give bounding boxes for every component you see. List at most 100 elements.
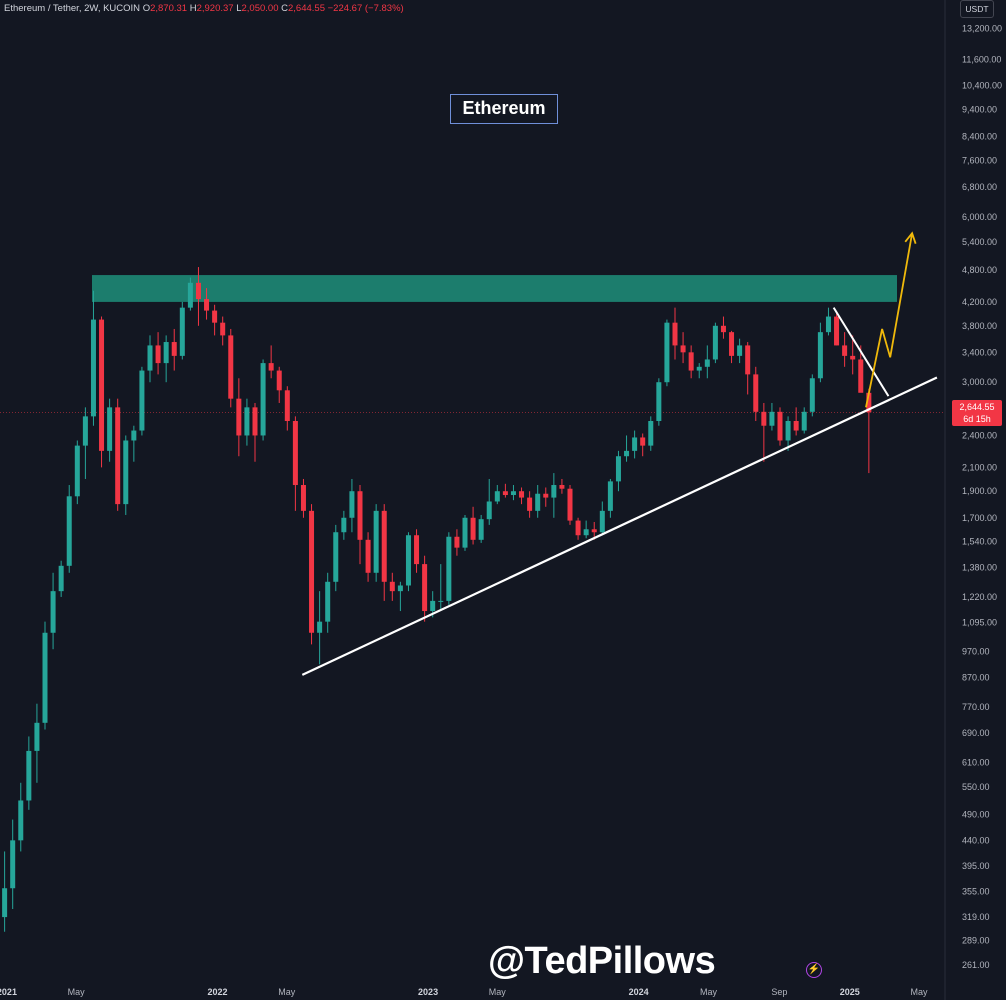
y-tick-label: 490.00 — [962, 810, 990, 820]
y-tick-label: 7,600.00 — [962, 155, 997, 165]
y-tick-label: 4,800.00 — [962, 265, 997, 275]
candle-body — [244, 407, 250, 436]
x-tick-label: May — [68, 987, 86, 997]
low-value: 2,050.00 — [241, 3, 279, 14]
x-tick-label: Sep — [771, 987, 787, 997]
y-tick-label: 319.00 — [962, 912, 990, 922]
candle-body — [607, 481, 613, 511]
candle-body — [672, 322, 678, 346]
y-tick-label: 1,380.00 — [962, 563, 997, 573]
lightning-icon[interactable]: ⚡ — [806, 962, 822, 978]
y-tick-label: 5,400.00 — [962, 237, 997, 247]
candle-body — [543, 493, 549, 498]
candle-body — [438, 600, 444, 602]
candle-body — [349, 491, 355, 518]
candle-body — [317, 621, 323, 633]
symbol-header: Ethereum / Tether, 2W, KUCOIN O2,870.31 … — [4, 3, 404, 14]
candle-body — [494, 491, 500, 502]
x-tick-label: May — [278, 987, 296, 997]
candle-body — [664, 322, 670, 383]
last-price-tag: 2,644.55 6d 15h — [952, 400, 1002, 426]
candle-body — [737, 345, 743, 356]
open-label: O — [142, 3, 151, 14]
x-tick-label: 2021 — [0, 987, 17, 997]
y-tick-label: 3,400.00 — [962, 347, 997, 357]
candle-body — [397, 585, 403, 592]
candle-body — [745, 345, 751, 375]
y-tick-label: 4,200.00 — [962, 297, 997, 307]
low-label: L — [236, 3, 242, 14]
y-tick-label: 870.00 — [962, 673, 990, 683]
candle-body — [74, 445, 80, 497]
candle-body — [66, 496, 72, 566]
y-tick-label: 970.00 — [962, 647, 990, 657]
change-value: −224.67 (−7.83%) — [327, 3, 404, 14]
candle-body — [284, 390, 290, 421]
candle-body — [147, 345, 153, 371]
candle-body — [519, 491, 525, 498]
candle-body — [373, 510, 379, 573]
candle-body — [785, 420, 791, 441]
y-tick-label: 8,400.00 — [962, 131, 997, 141]
candle-body — [470, 517, 476, 540]
candle-body — [753, 374, 759, 412]
candle-body — [357, 491, 363, 540]
last-price-value: 2,644.55 — [959, 402, 995, 412]
candle-body — [559, 485, 565, 489]
candle-body — [26, 750, 32, 801]
y-tick-label: 6,800.00 — [962, 182, 997, 192]
y-tick-label: 395.00 — [962, 861, 990, 871]
candle-body — [769, 411, 775, 426]
candle-body — [535, 493, 541, 511]
candle-body — [276, 370, 282, 391]
y-tick-label: 770.00 — [962, 702, 990, 712]
candle-body — [414, 535, 420, 565]
x-tick-label: 2022 — [207, 987, 227, 997]
candle-body — [365, 539, 371, 573]
y-tick-label: 10,400.00 — [962, 81, 1002, 91]
y-tick-label: 289.00 — [962, 936, 990, 946]
candle-body — [260, 363, 266, 436]
candle-body — [333, 532, 339, 582]
candle-body — [131, 430, 137, 441]
candle-body — [777, 411, 783, 441]
candle-body — [720, 325, 726, 333]
candle-body — [688, 352, 694, 371]
candle-body — [640, 437, 646, 446]
candle-body — [825, 316, 831, 333]
y-tick-label: 1,220.00 — [962, 592, 997, 602]
candle-body — [454, 536, 460, 548]
candle-body — [10, 840, 16, 889]
candle-body — [341, 517, 347, 533]
candle-body — [187, 282, 193, 308]
candle-body — [99, 319, 105, 451]
x-tick-label: May — [489, 987, 507, 997]
y-tick-label: 440.00 — [962, 835, 990, 845]
high-value: 2,920.37 — [196, 3, 234, 14]
resistance-zone — [92, 275, 897, 302]
y-tick-label: 6,000.00 — [962, 212, 997, 222]
y-tick-label: 1,095.00 — [962, 618, 997, 628]
candle-body — [462, 517, 468, 548]
candle-body — [171, 342, 177, 356]
y-tick-label: 1,540.00 — [962, 536, 997, 546]
chart-title: Ethereum — [450, 94, 558, 124]
x-tick-label: May — [700, 987, 718, 997]
candle-body — [793, 420, 799, 431]
candle-body — [2, 888, 8, 918]
x-tick-label: May — [911, 987, 929, 997]
candle-body — [204, 299, 210, 311]
candle-body — [139, 370, 145, 431]
candle-body — [478, 519, 484, 540]
candle-body — [446, 536, 452, 601]
candle-body — [292, 420, 298, 486]
y-tick-label: 1,900.00 — [962, 486, 997, 496]
open-value: 2,870.31 — [150, 3, 188, 14]
bar-countdown: 6d 15h — [963, 414, 991, 424]
y-tick-label: 1,700.00 — [962, 513, 997, 523]
candle-body — [704, 359, 710, 367]
candle-body — [34, 722, 40, 751]
candle-body — [212, 310, 218, 323]
currency-button[interactable]: USDT — [960, 0, 994, 18]
